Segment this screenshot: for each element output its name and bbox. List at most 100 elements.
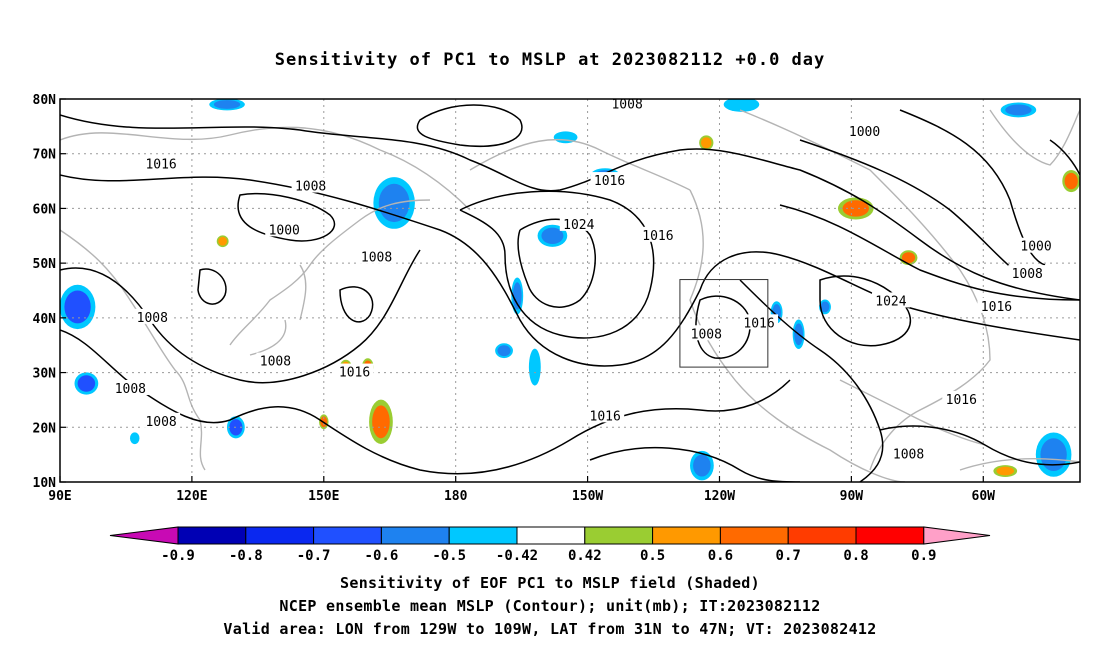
colorbar-tick-label: 0.42 <box>568 548 602 564</box>
contour-label: 1016 <box>590 409 621 424</box>
sensitivity-patch <box>530 353 540 381</box>
lat-tick-label: 60N <box>33 202 57 217</box>
figure-title: Sensitivity of PC1 to MSLP at 2023082112… <box>274 50 826 70</box>
sensitivity-patch <box>77 375 96 392</box>
colorbar-tick-label: 0.9 <box>911 548 936 564</box>
colorbar-tick-label: -0.42 <box>496 548 538 564</box>
sensitivity-patch <box>693 454 711 477</box>
colorbar-bin <box>787 526 857 545</box>
colorbar-bin <box>584 526 654 545</box>
colorbar-bin <box>652 526 721 545</box>
colorbar <box>109 526 991 545</box>
sensitivity-patch <box>901 252 916 264</box>
contour-label-bg <box>559 215 598 231</box>
contour-label: 1016 <box>981 300 1012 315</box>
contour-label-bg <box>590 172 629 188</box>
sensitivity-patch <box>1040 438 1067 472</box>
colorbar-low-arrow <box>109 526 179 545</box>
contour-label: 1008 <box>145 415 176 430</box>
colorbar-tick-label: 0.8 <box>843 548 868 564</box>
lon-tick-label: 120W <box>704 489 735 504</box>
valid-area-box <box>679 279 769 368</box>
contour-label-bg <box>638 226 677 242</box>
contour-label-bg <box>111 379 150 395</box>
lat-lon-grid <box>60 99 1080 482</box>
caption-line-3: Valid area: LON from 129W to 109W, LAT f… <box>223 620 877 638</box>
sensitivity-patch <box>820 301 830 313</box>
contour-label-bg <box>942 390 981 406</box>
colorbar-bin <box>448 526 518 545</box>
colorbar-tick-label: -0.7 <box>297 548 331 564</box>
lon-tick-label: 90W <box>840 489 864 504</box>
latitude-labels: 80N 70N 60N 50N 40N 30N 20N 10N <box>33 93 66 491</box>
contour-label-bg <box>335 363 374 379</box>
lon-tick-label: 150E <box>308 489 339 504</box>
contour-label-bg <box>265 221 304 237</box>
colorbar-tick-label: -0.8 <box>229 548 263 564</box>
colorbar-tick-label: -0.5 <box>432 548 466 564</box>
lat-tick-label: 80N <box>33 93 57 108</box>
lat-tick-label: 10N <box>33 476 57 491</box>
contour-label-bg <box>889 445 928 461</box>
colorbar-bin <box>245 526 315 545</box>
contour-label: 1008 <box>260 355 291 370</box>
colorbar-bin <box>719 526 789 545</box>
colorbar-bin <box>516 526 586 545</box>
contour-label-bg <box>1017 237 1056 253</box>
longitude-labels: 90E 120E 150E 180 150W 120W 90W 60W <box>48 476 995 504</box>
lat-tick-label: 40N <box>33 312 57 327</box>
contour-label: 1016 <box>594 174 625 189</box>
colorbar-tick-label: 0.5 <box>640 548 665 564</box>
contour-label-bg <box>586 407 625 423</box>
contour-label: 1008 <box>1012 267 1043 282</box>
colorbar-tick-label: 0.6 <box>708 548 733 564</box>
sensitivity-patch <box>1064 172 1078 190</box>
lon-tick-label: 150W <box>572 489 603 504</box>
contour-label: 1008 <box>361 251 392 266</box>
contour-label: 1008 <box>137 311 168 326</box>
caption-line-1: Sensitivity of EOF PC1 to MSLP field (Sh… <box>340 574 760 592</box>
sensitivity-patch <box>1005 104 1032 116</box>
mslp-contours <box>60 104 1080 482</box>
colorbar-bin <box>177 526 247 545</box>
sensitivity-patch <box>996 466 1015 476</box>
contour-label: 1000 <box>849 125 880 140</box>
sensitivity-patch <box>372 405 390 439</box>
colorbar-tick-label: -0.9 <box>161 548 195 564</box>
lat-tick-label: 70N <box>33 148 57 163</box>
contour-label-bg <box>256 352 295 368</box>
contour-label: 1024 <box>563 218 594 233</box>
colorbar-tick-label: -0.6 <box>365 548 399 564</box>
map-figure: 1008 1000 1016 1008 1016 1024 1016 1000 1008 1000… <box>33 93 1081 564</box>
coastlines <box>60 109 1080 482</box>
contour-label: 1008 <box>893 448 924 463</box>
sensitivity-patch <box>213 100 241 109</box>
caption-line-2: NCEP ensemble mean MSLP (Contour); unit(… <box>279 597 821 615</box>
sensitivity-patch <box>728 99 755 110</box>
sensitivity-patch <box>701 137 712 149</box>
sensitivity-patch <box>64 290 91 324</box>
contour-label-bg <box>357 248 396 264</box>
lat-tick-label: 30N <box>33 367 57 382</box>
sensitivity-patch <box>497 345 511 357</box>
sensitivity-patch <box>512 282 522 310</box>
contour-label: 1016 <box>642 229 673 244</box>
contour-label: 1016 <box>339 366 370 381</box>
contour-label: 1008 <box>295 180 326 195</box>
contour-label: 1024 <box>875 294 906 309</box>
sensitivity-patch <box>541 227 564 244</box>
lat-tick-label: 50N <box>33 257 57 272</box>
contour-label-bg <box>1008 265 1047 281</box>
colorbar-labels: -0.9 -0.8 -0.7 -0.6 -0.5 -0.42 0.42 0.5 0.6 0.7 0.… <box>161 548 936 564</box>
contour-label: 1008 <box>115 382 146 397</box>
colorbar-high-arrow <box>923 526 991 545</box>
contour-label-bg <box>687 325 726 341</box>
colorbar-bin <box>313 526 382 545</box>
contour-label: 1000 <box>269 223 300 238</box>
contour-label-bg <box>845 122 884 138</box>
contour-label-bg <box>871 292 910 308</box>
contour-label-bg <box>133 308 172 324</box>
contour-label: 1016 <box>743 316 774 331</box>
lon-tick-label: 180 <box>444 489 468 504</box>
contour-label-bg <box>740 314 779 330</box>
